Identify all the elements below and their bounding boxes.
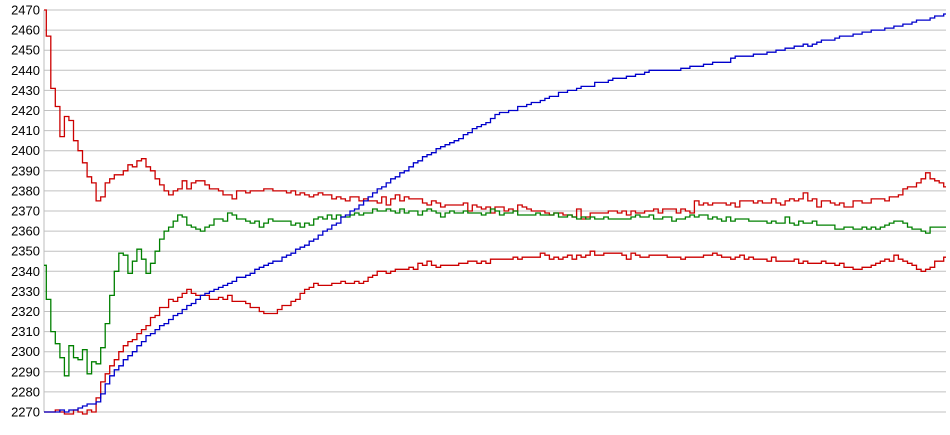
svg-text:2330: 2330 xyxy=(11,284,40,299)
svg-text:2350: 2350 xyxy=(11,244,40,259)
svg-text:2390: 2390 xyxy=(11,163,40,178)
svg-text:2300: 2300 xyxy=(11,344,40,359)
svg-text:2430: 2430 xyxy=(11,83,40,98)
svg-text:2450: 2450 xyxy=(11,43,40,58)
svg-text:2460: 2460 xyxy=(11,23,40,38)
svg-text:2310: 2310 xyxy=(11,324,40,339)
svg-text:2320: 2320 xyxy=(11,304,40,319)
svg-text:2370: 2370 xyxy=(11,204,40,219)
svg-text:2290: 2290 xyxy=(11,364,40,379)
svg-text:2420: 2420 xyxy=(11,103,40,118)
svg-text:2380: 2380 xyxy=(11,183,40,198)
svg-text:2340: 2340 xyxy=(11,264,40,279)
svg-text:2400: 2400 xyxy=(11,143,40,158)
svg-text:2360: 2360 xyxy=(11,224,40,239)
svg-text:2440: 2440 xyxy=(11,63,40,78)
svg-text:2470: 2470 xyxy=(11,3,40,18)
svg-text:2280: 2280 xyxy=(11,384,40,399)
svg-text:2270: 2270 xyxy=(11,405,40,420)
svg-text:2410: 2410 xyxy=(11,123,40,138)
